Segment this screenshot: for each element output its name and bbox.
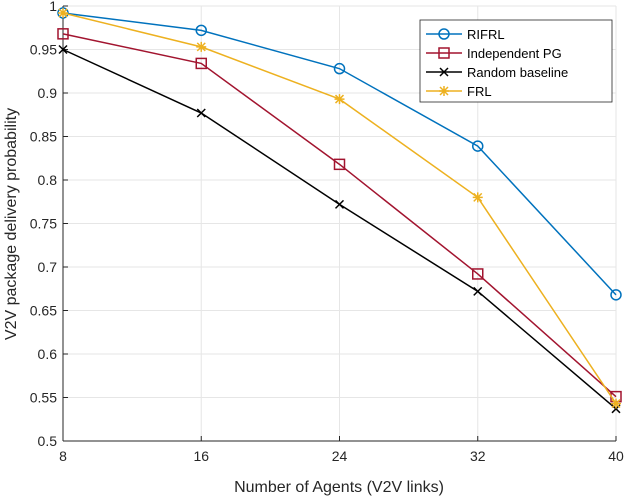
y-tick-label: 0.55 [30, 390, 57, 406]
y-tick-label: 0.75 [30, 216, 57, 232]
data-point [195, 24, 207, 37]
legend-marker [439, 67, 449, 77]
data-point [610, 289, 622, 301]
data-point [472, 268, 484, 280]
legend-marker [438, 47, 450, 59]
data-point [58, 44, 68, 55]
y-tick-label: 0.9 [38, 85, 58, 101]
x-tick-label: 40 [608, 448, 624, 464]
legend-marker [439, 86, 449, 96]
y-tick-label: 0.65 [30, 303, 57, 319]
data-point [472, 140, 484, 152]
y-tick-label: 0.8 [38, 172, 58, 188]
series-independent-pg [57, 28, 622, 403]
x-axis-label: Number of Agents (V2V links) [234, 479, 444, 496]
series-random-baseline [58, 44, 621, 414]
series-frl [58, 7, 621, 409]
series-lines [57, 7, 622, 414]
y-tick-label: 0.95 [30, 42, 57, 58]
x-tick-label: 24 [332, 448, 348, 464]
y-axis-label: V2V package delivery probability [3, 108, 20, 340]
x-tick-label: 32 [470, 448, 486, 464]
data-point [195, 57, 207, 70]
legend-marker [438, 28, 450, 40]
axes: 8 16 24 32 40 0.5 0.55 0.6 0.65 0.7 0.75 0.8 0.85 0.9… [30, 0, 624, 464]
legend-label: FRL [467, 84, 492, 99]
series-line [62, 33, 617, 398]
legend-label: RIFRL [467, 27, 505, 42]
data-point [57, 28, 69, 40]
data-point [334, 199, 345, 209]
data-point [196, 41, 207, 52]
y-tick-label: 0.5 [38, 433, 58, 449]
data-point [333, 158, 346, 171]
y-tick-label: 1 [49, 0, 57, 14]
series-line [62, 12, 617, 296]
data-point [611, 398, 621, 409]
legend: RIFRL Independent PG Random baseline FRL [419, 19, 613, 103]
x-tick-label: 8 [59, 448, 67, 464]
y-tick-label: 0.7 [38, 259, 58, 275]
data-point [333, 62, 346, 75]
data-point [58, 7, 68, 18]
legend-label: Independent PG [467, 46, 562, 61]
y-tick-label: 0.85 [30, 129, 57, 145]
legend-label: Random baseline [467, 65, 568, 80]
data-point [473, 286, 483, 296]
data-point [472, 192, 483, 203]
data-point [334, 94, 345, 105]
data-point [196, 108, 206, 118]
y-tick-label: 0.6 [38, 346, 58, 362]
x-tick-label: 16 [193, 448, 209, 464]
